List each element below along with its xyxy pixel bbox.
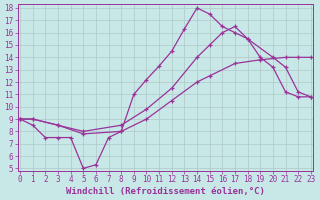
- X-axis label: Windchill (Refroidissement éolien,°C): Windchill (Refroidissement éolien,°C): [66, 187, 265, 196]
